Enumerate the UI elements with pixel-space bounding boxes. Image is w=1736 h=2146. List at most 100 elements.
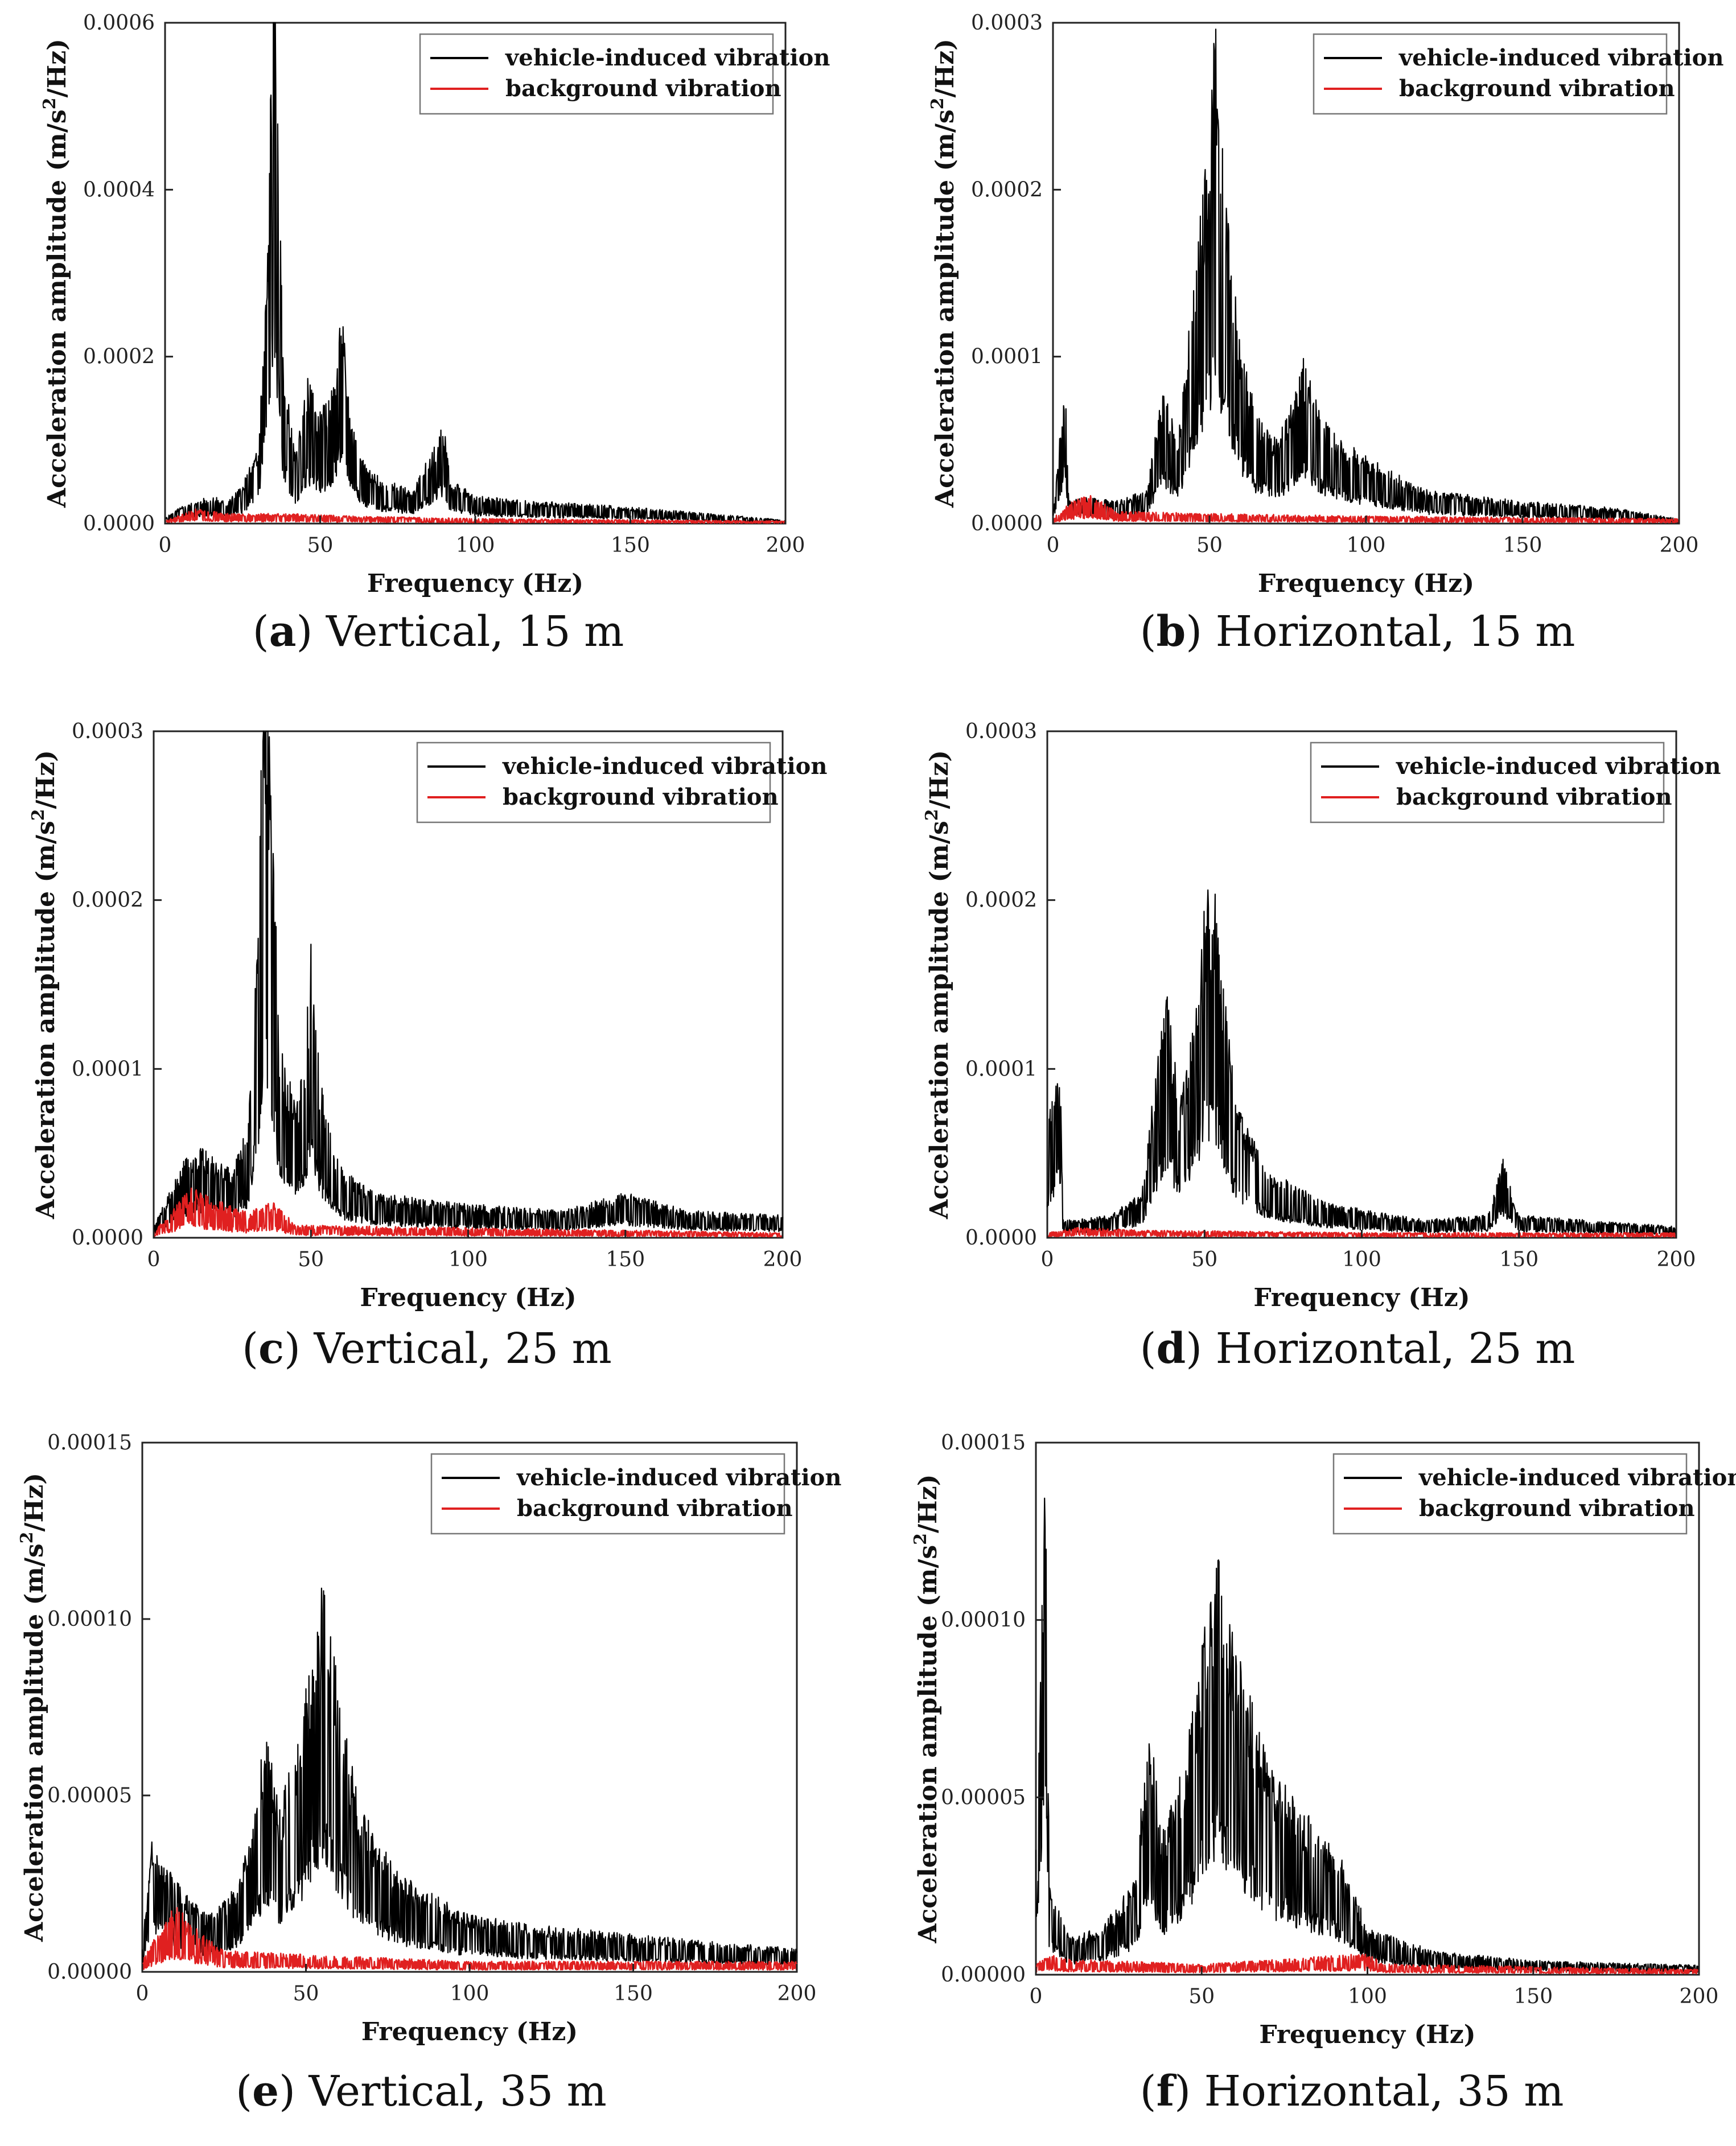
x-tick-label: 200 (766, 534, 805, 557)
x-tick-label: 50 (307, 534, 334, 557)
x-tick-label: 100 (450, 1982, 489, 2005)
legend: vehicle-induced vibration background vibr… (1313, 33, 1723, 115)
series-line-background (153, 1187, 784, 1238)
y-tick-label: 0.00000 (941, 1963, 1026, 1987)
x-tick-label: 0 (1047, 534, 1060, 557)
y-axis-title: Acceleration amplitude (m/s2/Hz) (922, 750, 954, 1220)
chart-panel-e: 0 50 100 150 200 0.00000 0.00005 0.00010 0.00015… (17, 1431, 841, 2116)
chart-panel-b: 0 50 100 150 200 0.0000 0.0001 0.0002 0.0003 Freq… (928, 11, 1723, 656)
legend-box (430, 1453, 785, 1535)
y-tick-label: 0.0006 (83, 11, 155, 35)
x-tick-label: 200 (1657, 1248, 1696, 1271)
panel-caption: (f) Horizontal, 35 m (1140, 2067, 1564, 2116)
x-tick-label: 0 (159, 534, 172, 557)
x-axis-title: Frequency (Hz) (1259, 2020, 1475, 2049)
panel-caption: (e) Vertical, 35 m (236, 2067, 607, 2116)
legend-label: vehicle-induced vibration (1418, 1464, 1736, 1491)
legend-box (1332, 1453, 1688, 1535)
x-tick-label: 100 (449, 1248, 488, 1271)
x-tick-label: 100 (1342, 1248, 1381, 1271)
x-axis-title: Frequency (Hz) (1258, 569, 1474, 598)
panel-caption: (a) Vertical, 15 m (253, 607, 624, 656)
y-tick-label: 0.0000 (72, 1226, 143, 1250)
legend-label: background vibration (505, 75, 781, 102)
legend: vehicle-induced vibration background vibr… (1332, 1453, 1736, 1535)
x-tick-label: 200 (778, 1982, 817, 2005)
panel-caption: (d) Horizontal, 25 m (1140, 1324, 1575, 1373)
y-tick-label: 0.0001 (965, 1057, 1037, 1081)
legend-label: background vibration (1419, 1495, 1695, 1522)
x-tick-label: 150 (1503, 534, 1542, 557)
legend-label: vehicle-induced vibration (502, 753, 827, 780)
y-tick-label: 0.00000 (47, 1960, 132, 1984)
series-line-background (141, 1907, 798, 1971)
x-tick-label: 0 (136, 1982, 149, 2005)
y-tick-label: 0.00010 (47, 1608, 132, 1631)
chart-panel-f: 0 50 100 150 200 0.00000 0.00005 0.00010 0.00015… (911, 1431, 1736, 2116)
panel-caption: (c) Vertical, 25 m (242, 1324, 612, 1373)
legend-label: vehicle-induced vibration (516, 1464, 841, 1491)
y-tick-label: 0.00005 (47, 1784, 132, 1807)
legend-box (416, 742, 771, 823)
y-tick-label: 0.0002 (83, 345, 155, 369)
y-axis-title: Acceleration amplitude (m/s2/Hz) (911, 1474, 943, 1943)
y-tick-label: 0.0003 (971, 11, 1043, 35)
y-axis-title: Acceleration amplitude (m/s2/Hz) (28, 750, 60, 1220)
x-tick-label: 150 (614, 1982, 653, 2005)
y-tick-label: 0.0002 (971, 178, 1043, 201)
legend: vehicle-induced vibration background vibr… (416, 742, 827, 823)
x-tick-label: 50 (1188, 1985, 1215, 2008)
legend-label: background vibration (503, 784, 779, 810)
x-tick-label: 50 (1196, 534, 1223, 557)
chart-panel-a: 0 50 100 150 200 0.0000 0.0002 0.0004 0.0006 Freq… (40, 11, 830, 656)
y-tick-label: 0.00005 (941, 1786, 1026, 1809)
x-tick-label: 150 (1499, 1248, 1538, 1271)
series-line-vehicle (141, 1587, 798, 1966)
x-tick-label: 50 (293, 1982, 319, 2005)
legend-box (419, 33, 774, 115)
series-line-vehicle (164, 22, 786, 524)
y-tick-label: 0.0000 (83, 512, 155, 536)
series-line-vehicle (1052, 28, 1680, 523)
x-axis-title: Frequency (Hz) (360, 1283, 576, 1312)
series-line-background (1035, 1953, 1700, 1975)
x-tick-label: 200 (1680, 1985, 1719, 2008)
legend-label: background vibration (517, 1495, 793, 1522)
legend-label: vehicle-induced vibration (505, 44, 830, 71)
x-tick-label: 150 (611, 534, 650, 557)
y-tick-label: 0.0002 (965, 889, 1037, 912)
x-axis-title: Frequency (Hz) (1253, 1283, 1470, 1312)
y-tick-label: 0.00010 (941, 1609, 1026, 1632)
x-tick-label: 100 (1348, 1985, 1387, 2008)
series-line-vehicle (1035, 1497, 1700, 1973)
series-line-vehicle (1046, 889, 1677, 1235)
x-tick-label: 0 (1030, 1985, 1043, 2008)
legend: vehicle-induced vibration background vibr… (419, 33, 830, 115)
x-axis-title: Frequency (Hz) (367, 569, 583, 598)
y-axis-title: Acceleration amplitude (m/s2/Hz) (17, 1473, 49, 1942)
x-tick-label: 0 (147, 1248, 161, 1271)
x-tick-label: 100 (1347, 534, 1386, 557)
y-tick-label: 0.0001 (971, 345, 1043, 369)
legend-label: vehicle-induced vibration (1396, 753, 1721, 780)
y-axis-title: Acceleration amplitude (m/s2/Hz) (40, 39, 72, 508)
x-tick-label: 100 (456, 534, 495, 557)
y-tick-label: 0.00015 (941, 1431, 1026, 1455)
y-tick-label: 0.0001 (72, 1057, 143, 1081)
x-tick-label: 50 (298, 1248, 324, 1271)
x-tick-label: 200 (763, 1248, 803, 1271)
x-tick-label: 50 (1191, 1248, 1217, 1271)
y-tick-label: 0.00015 (47, 1431, 132, 1455)
y-tick-label: 0.0003 (965, 720, 1037, 743)
y-tick-label: 0.0003 (72, 720, 143, 743)
y-tick-label: 0.0000 (971, 512, 1043, 536)
x-axis-title: Frequency (Hz) (361, 2017, 578, 2046)
legend: vehicle-induced vibration background vibr… (1310, 742, 1721, 823)
y-tick-label: 0.0000 (965, 1226, 1037, 1250)
y-tick-label: 0.0004 (83, 178, 155, 201)
panel-caption: (b) Horizontal, 15 m (1140, 607, 1575, 656)
x-tick-label: 0 (1041, 1248, 1054, 1271)
legend: vehicle-induced vibration background vibr… (430, 1453, 841, 1535)
legend-label: background vibration (1399, 75, 1675, 102)
